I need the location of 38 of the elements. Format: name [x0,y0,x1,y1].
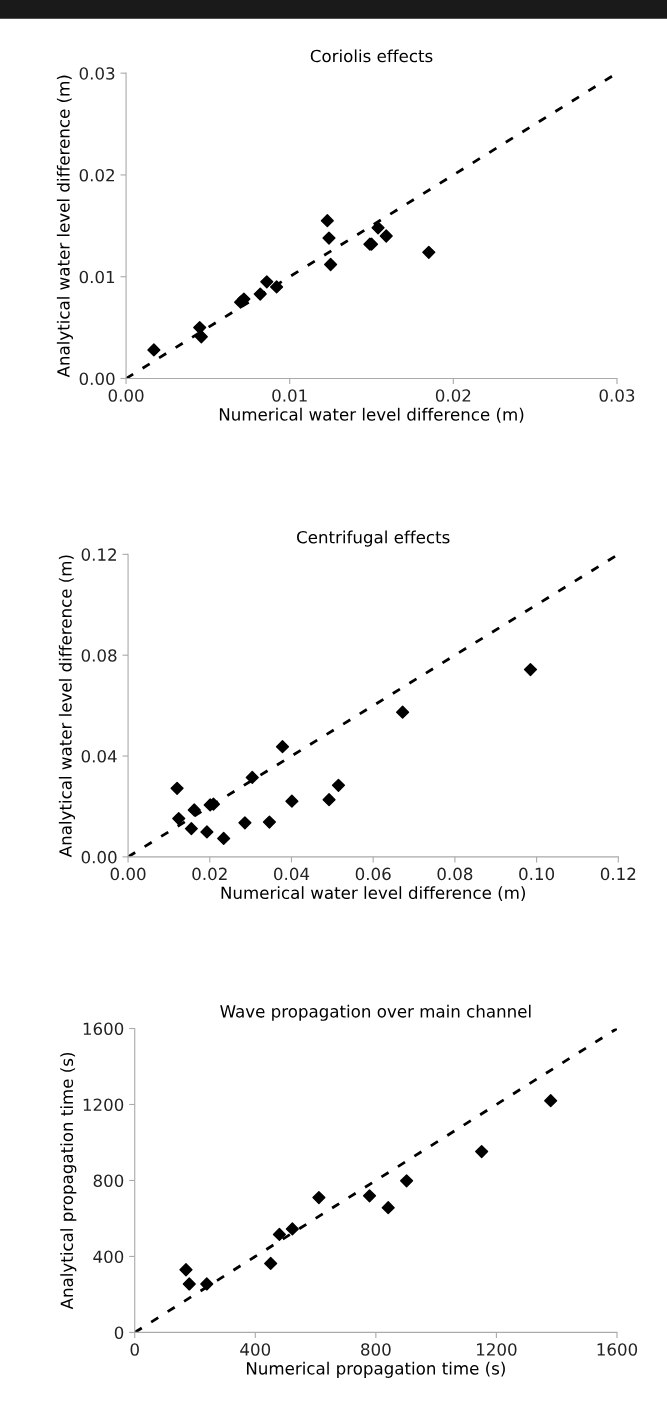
y-tick-label: 1600 [83,1022,124,1036]
y-tick-label: 0.12 [81,548,116,561]
x-tick-label: 0.03 [599,389,635,402]
x-axis-title: Numerical water level difference (m) [219,407,524,423]
x-tick-label: 1600 [597,1343,638,1356]
y-tick-label: 0.03 [79,67,115,80]
x-tick-label: 0.00 [110,867,146,881]
x-axis-title: Numerical water level difference (m) [221,886,525,902]
x-tick-label: 0.08 [437,867,473,881]
x-tick-label: 800 [361,1343,391,1356]
x-tick-label: 0.02 [435,389,471,402]
y-tick-label: 400 [93,1250,124,1264]
x-tick-label: 0 [130,1343,139,1356]
x-tick-label: 1200 [477,1343,517,1356]
y-axis-title: Analytical water level difference (m) [58,555,75,858]
y-tick-label: 800 [93,1174,124,1188]
y-axis-title: Analytical water level difference (m) [56,75,73,378]
x-tick-label: 0.10 [519,867,555,881]
y-axis-title: Analytical propagation time (s) [60,1052,77,1310]
x-axis-title: Numerical propagation time (s) [246,1361,505,1378]
y-tick-label: 0 [114,1326,124,1339]
y-tick-label: 0.02 [79,168,114,182]
y-tick-label: 0.00 [81,850,117,864]
chart-title: Coriolis effects [310,49,433,63]
x-tick-label: 0.00 [108,389,144,402]
y-tick-label: 0.04 [81,749,117,763]
x-tick-label: 0.01 [272,389,307,402]
y-tick-label: 1200 [83,1098,124,1112]
chart-title: Wave propagation over main channel [220,1004,531,1021]
y-tick-label: 0.08 [81,649,117,662]
x-tick-label: 0.12 [600,867,636,881]
x-tick-label: 400 [240,1343,271,1356]
x-tick-label: 0.04 [274,867,310,881]
x-tick-label: 0.02 [192,867,227,881]
y-tick-label: 0.00 [79,372,115,386]
y-tick-label: 0.01 [79,270,115,284]
x-tick-label: 0.06 [355,867,391,881]
chart-title: Centrifugal effects [297,530,450,547]
